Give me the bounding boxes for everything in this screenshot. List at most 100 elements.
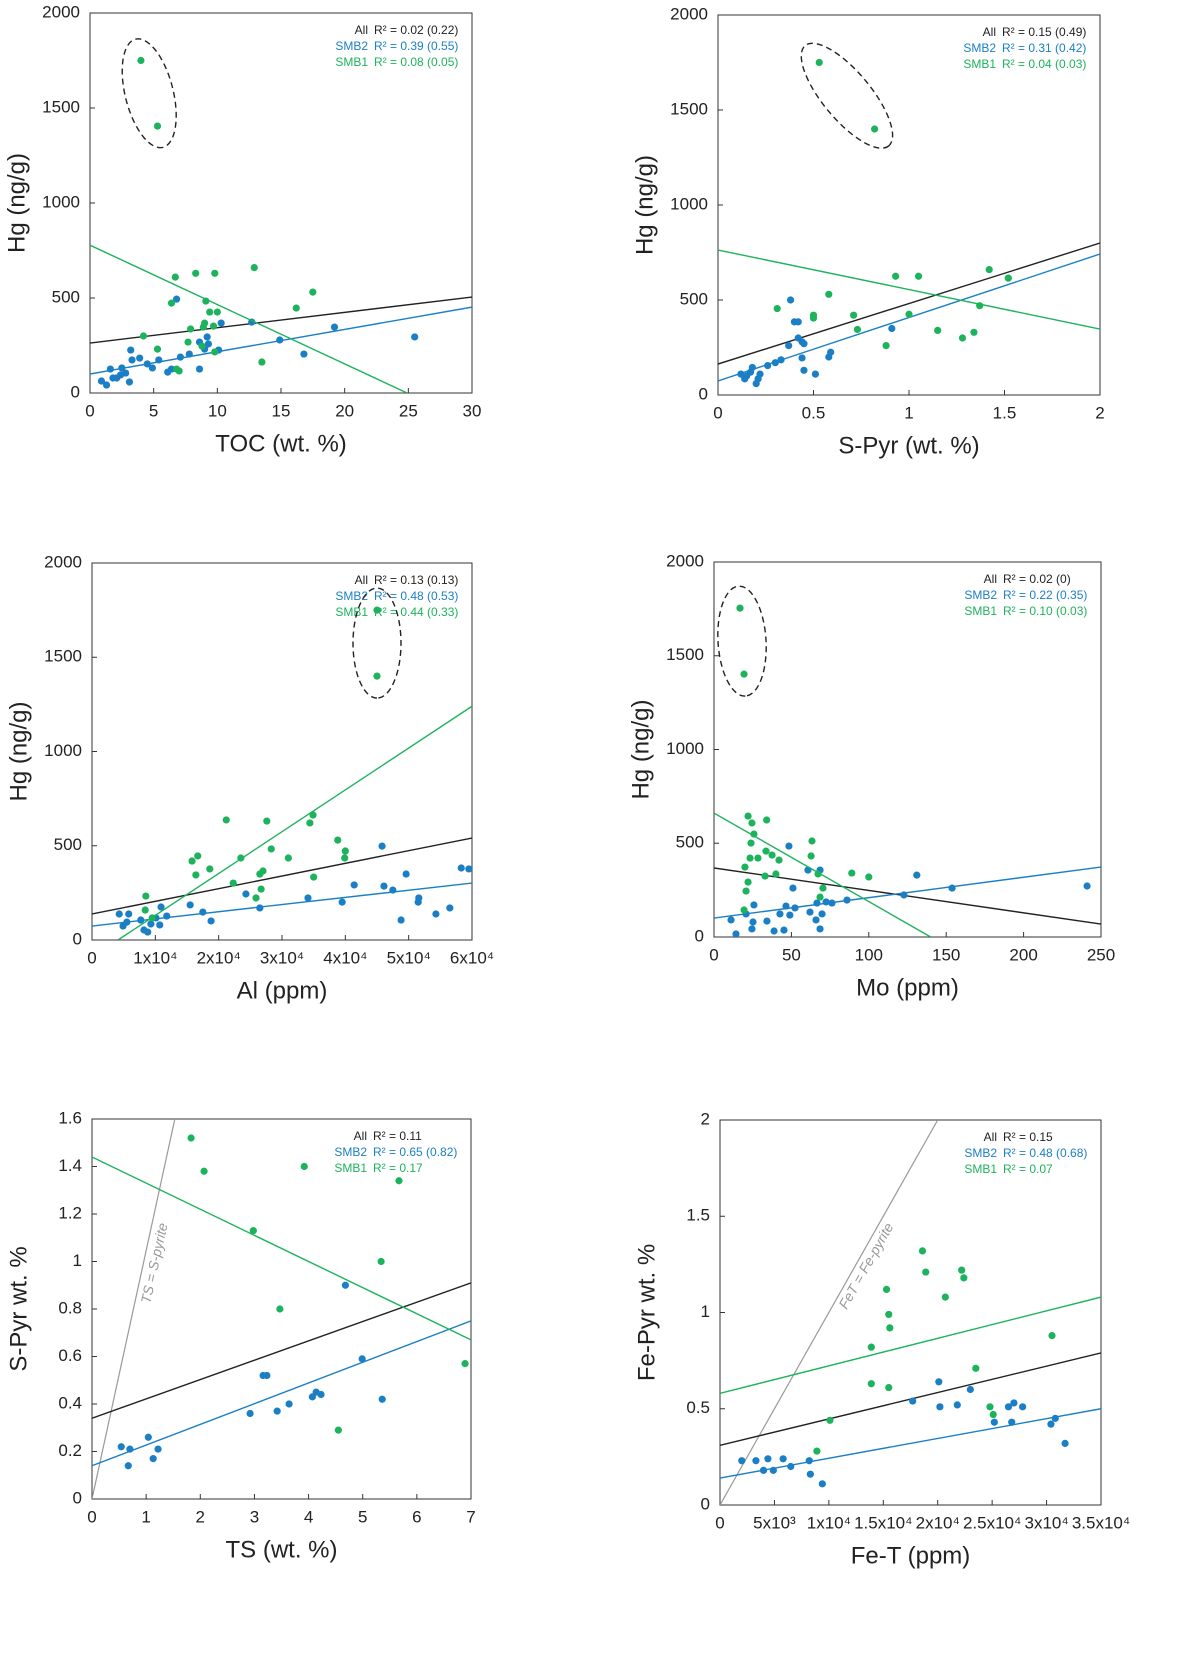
data-point — [350, 881, 358, 889]
data-point — [754, 854, 762, 862]
data-point — [461, 1360, 469, 1368]
data-point — [882, 1285, 891, 1293]
data-point — [184, 338, 192, 346]
data-point — [806, 1470, 814, 1478]
x-tick-label: 25 — [399, 401, 418, 420]
y-tick-label: 2000 — [42, 2, 80, 21]
legend-r2: R² = 0.08 (0.05) — [374, 55, 458, 69]
data-point — [819, 884, 827, 892]
data-point — [772, 870, 780, 878]
data-point — [748, 819, 756, 827]
data-point — [727, 916, 735, 924]
x-tick-label: 0 — [85, 401, 94, 420]
reference-line — [720, 1120, 939, 1505]
data-point — [136, 354, 144, 362]
x-tick-label: 1 — [904, 403, 913, 422]
data-point — [358, 1355, 366, 1363]
data-point — [805, 1457, 813, 1465]
data-point — [1004, 274, 1012, 282]
data-point — [914, 272, 923, 280]
x-tick-label: 5 — [149, 401, 158, 420]
legend-r2: R² = 0.48 (0.53) — [374, 589, 458, 603]
legend-name: SMB1 — [964, 1162, 997, 1176]
data-point — [958, 334, 967, 342]
data-point — [380, 882, 388, 890]
data-point — [985, 266, 993, 274]
fit-line — [714, 867, 1101, 925]
x-tick-label: 2x10⁴ — [197, 948, 241, 967]
data-point — [273, 1407, 281, 1415]
data-point — [263, 1371, 271, 1380]
x-tick-label: 3x10⁴ — [1024, 1513, 1068, 1532]
y-tick-label: 1000 — [666, 739, 704, 758]
x-tick-label: 1.5 — [993, 403, 1017, 422]
plot-frame — [717, 14, 1101, 396]
data-point — [816, 893, 824, 901]
data-point — [285, 1400, 293, 1408]
data-point — [341, 847, 349, 855]
data-point — [153, 345, 162, 353]
x-tick-label: 7 — [466, 1507, 475, 1526]
x-tick-label: 6x10⁴ — [450, 948, 494, 967]
x-tick-label: 30 — [463, 401, 482, 420]
legend-name: SMB2 — [964, 1146, 997, 1160]
x-tick-label: 2 — [1095, 403, 1104, 422]
data-point — [761, 872, 769, 880]
data-point — [194, 852, 202, 860]
legend-name: SMB1 — [964, 604, 997, 618]
x-axis-title: S-Pyr (wt. %) — [838, 432, 979, 459]
legend-r2: R² = 0.11 — [373, 1129, 422, 1143]
data-point — [126, 1445, 134, 1453]
fit-line — [92, 837, 472, 915]
fit-line — [92, 1282, 471, 1419]
x-tick-label: 50 — [782, 945, 801, 964]
y-tick-label: 1 — [73, 1251, 82, 1270]
data-point — [741, 863, 749, 871]
data-point — [304, 894, 312, 902]
fit-line — [720, 1408, 1101, 1479]
data-point — [186, 325, 195, 333]
data-point — [258, 358, 266, 366]
data-point — [822, 898, 830, 906]
y-tick-label: 2 — [701, 1109, 710, 1128]
data-point — [156, 921, 164, 929]
legend-name: All — [983, 25, 996, 39]
y-tick-label: 0 — [71, 382, 80, 401]
data-point — [773, 304, 781, 313]
data-point — [800, 366, 808, 374]
legend-name: SMB2 — [963, 41, 996, 55]
data-point — [276, 1305, 284, 1313]
y-tick-label: 0 — [699, 384, 708, 403]
data-point — [892, 272, 900, 280]
data-point — [250, 264, 258, 272]
legend-r2: R² = 0.22 (0.35) — [1003, 588, 1087, 602]
data-point — [789, 884, 797, 892]
fit-line — [90, 296, 472, 344]
plot-area — [718, 58, 1100, 388]
legend-r2: R² = 0.31 (0.42) — [1002, 41, 1086, 55]
data-point — [806, 908, 814, 916]
y-tick-label: 0.8 — [58, 1298, 82, 1317]
y-tick-label: 0 — [73, 929, 82, 948]
data-point — [813, 899, 821, 907]
data-point — [263, 817, 271, 825]
data-point — [791, 904, 799, 912]
data-point — [771, 359, 779, 367]
data-point — [373, 606, 381, 614]
data-point — [257, 885, 265, 893]
data-point — [744, 812, 752, 820]
outlier-ellipse — [717, 585, 767, 697]
outlier-ellipse — [121, 38, 177, 149]
y-tick-label: 1.5 — [686, 1206, 710, 1225]
data-point — [465, 865, 472, 873]
data-point — [882, 342, 890, 350]
y-tick-label: 0 — [701, 1494, 710, 1513]
x-tick-label: 100 — [855, 945, 883, 964]
data-point — [972, 1364, 980, 1372]
legend-name: SMB2 — [334, 1145, 367, 1159]
data-point — [211, 269, 219, 277]
data-point — [922, 1268, 930, 1276]
y-tick-label: 0 — [73, 1488, 82, 1507]
reference-line — [92, 1119, 176, 1499]
data-point — [1019, 1403, 1027, 1411]
